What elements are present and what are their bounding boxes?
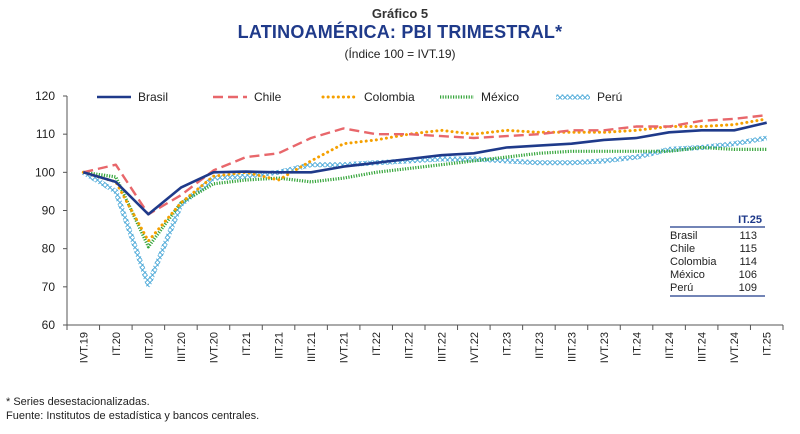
y-tick-label: 100 (35, 165, 55, 179)
table-row-value: 106 (739, 269, 757, 281)
y-tick-label: 90 (42, 204, 56, 218)
x-tick-label: IVT.23 (599, 332, 611, 363)
x-tick-label: IVT.20 (208, 332, 220, 363)
x-tick-label: IIIT.23 (566, 332, 578, 362)
legend: Brasil Chile Colombia México Perú (97, 90, 622, 104)
x-tick-label: IIIT.21 (306, 332, 318, 362)
figure-label: Gráfico 5 (371, 6, 429, 21)
series-line-colombia (81, 117, 769, 243)
x-tick-label: IVT.22 (469, 332, 481, 363)
x-tick-label: IVT.21 (339, 332, 351, 363)
x-tick-label: IIT.23 (534, 332, 546, 359)
chart-subtitle: (Índice 100 = IVT.19) (344, 47, 456, 61)
x-tick-label: IIIT.20 (176, 332, 188, 362)
table-row-label: Brasil (670, 230, 698, 242)
series-layer (81, 113, 769, 288)
x-tick-label: IT.23 (501, 332, 513, 356)
x-tick-label: IIT.21 (274, 332, 286, 359)
table-row-value: 115 (739, 243, 757, 255)
table-header: IT.25 (738, 214, 762, 226)
table-row-label: Colombia (670, 256, 717, 268)
x-tick-label: IIT.20 (143, 332, 155, 359)
x-tick-label: IVT.19 (78, 332, 90, 363)
series-line-brasil (82, 121, 767, 216)
table-row-label: Chile (670, 243, 695, 255)
x-tick-label: IIT.22 (404, 332, 416, 359)
x-tick-label: IIIT.22 (436, 332, 448, 362)
legend-label-chile: Chile (254, 90, 282, 104)
table-row-value: 109 (739, 282, 757, 294)
source-note: Fuente: Institutos de estadística y banc… (6, 410, 260, 422)
x-tick-label: IIT.24 (664, 332, 676, 359)
x-tick-label: IVT.24 (729, 332, 741, 363)
table-row-label: México (670, 269, 705, 281)
footnote: * Series desestacionalizadas. (6, 396, 150, 408)
y-tick-label: 60 (42, 318, 56, 332)
y-tick-label: 80 (42, 242, 56, 256)
y-tick-label: 70 (42, 280, 56, 294)
legend-label-colombia: Colombia (364, 90, 415, 104)
y-tick-label: 110 (36, 127, 55, 141)
x-tick-label: IT.22 (371, 332, 383, 356)
legend-label-brasil: Brasil (138, 90, 168, 104)
legend-label-peru: Perú (597, 90, 622, 104)
table-row-value: 114 (739, 256, 757, 268)
x-tick-label: IT.25 (762, 332, 774, 356)
value-table: IT.25 Brasil 113 Chile 115 Colombia 114 México 1… (670, 214, 765, 297)
x-tick-label: IT.21 (241, 332, 253, 356)
axes: 60 70 80 90 100 110 120 IVT.19 IT.20 IIT.20 IIIT.2… (35, 89, 784, 363)
table-row-label: Perú (670, 282, 693, 294)
x-tick-label: IT.24 (632, 332, 644, 356)
legend-label-mexico: México (481, 90, 519, 104)
chart-title: LATINOAMÉRICA: PBI TRIMESTRAL* (237, 22, 563, 42)
series-line-peru (82, 135, 768, 288)
x-tick-label: IIIT.24 (697, 332, 709, 362)
table-row-value: 113 (739, 230, 757, 242)
series-line-chile (83, 113, 767, 216)
y-tick-label: 120 (35, 89, 55, 103)
x-tick-label: IT.20 (111, 332, 123, 356)
